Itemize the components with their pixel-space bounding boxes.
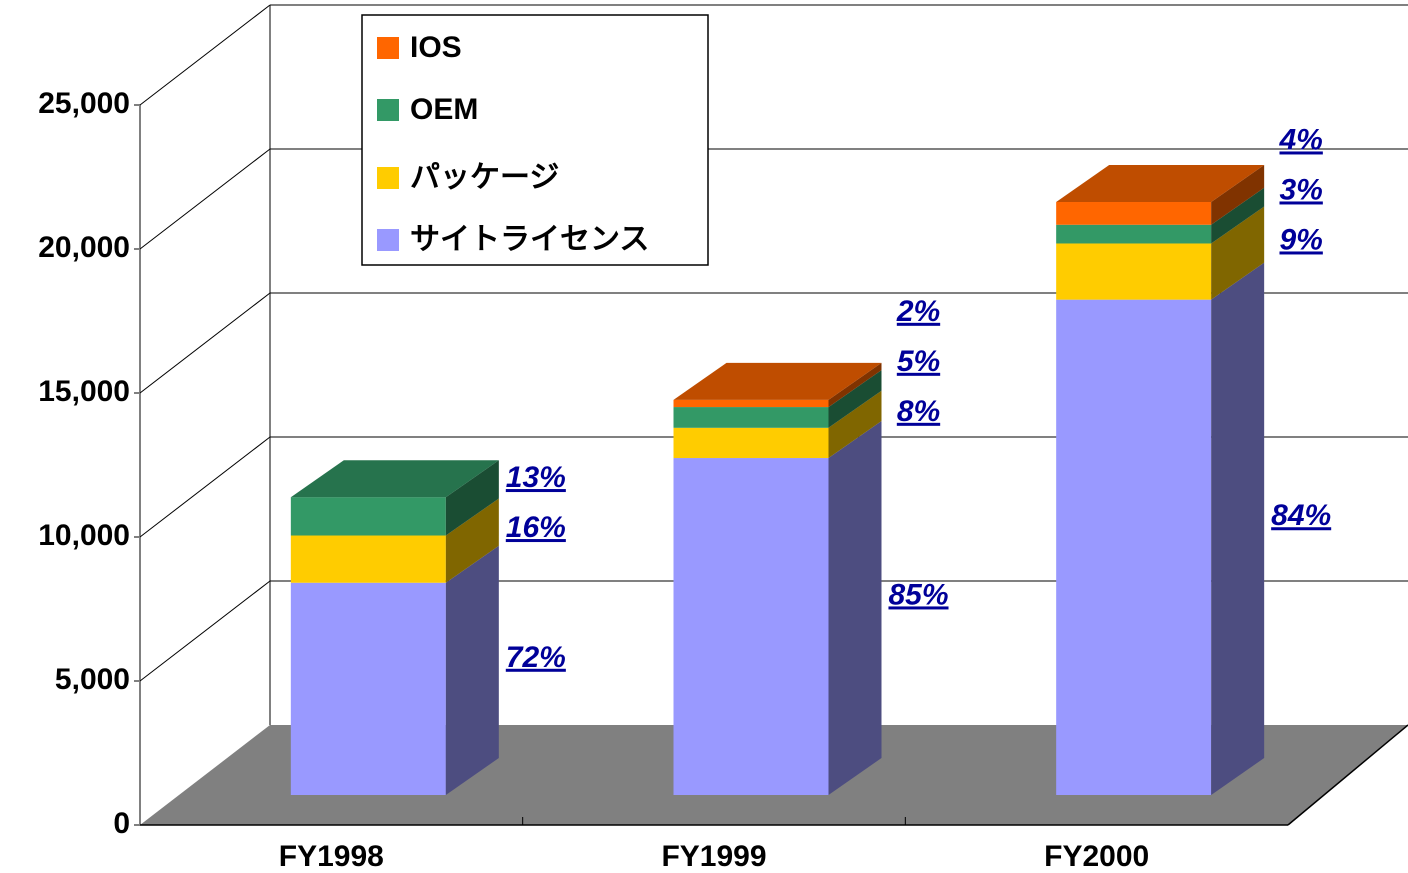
bar-side xyxy=(445,460,499,536)
bar-side xyxy=(1211,165,1265,225)
bar-front xyxy=(290,582,446,795)
x-tick-label: FY2000 xyxy=(1044,840,1149,873)
bar-segment xyxy=(290,545,499,795)
bar-side xyxy=(828,362,882,408)
bar-segment xyxy=(673,362,882,408)
x-tick-label: FY1999 xyxy=(661,840,766,873)
bar-side xyxy=(828,390,882,459)
bar-side xyxy=(1211,187,1265,244)
share-label: 2% xyxy=(896,295,940,328)
bar-front xyxy=(290,497,446,536)
bar-front xyxy=(290,535,446,583)
bar-front xyxy=(1056,202,1212,225)
legend-swatch xyxy=(377,167,399,189)
y-tick-label: 10,000 xyxy=(38,519,130,552)
share-label: 4% xyxy=(1278,123,1322,156)
y-tick-label: 5,000 xyxy=(55,663,130,696)
bar-segment xyxy=(673,421,882,795)
legend-box xyxy=(361,14,709,266)
y-tick-label: 0 xyxy=(113,807,130,840)
bar-side xyxy=(1211,262,1265,795)
grid-line xyxy=(139,580,271,682)
bar-segment xyxy=(290,498,499,583)
share-label: 5% xyxy=(897,345,940,378)
bar-side xyxy=(828,421,882,795)
bar-segment xyxy=(1056,206,1265,300)
bar-segment xyxy=(1056,165,1265,225)
share-label: 84% xyxy=(1271,499,1331,532)
share-label: 3% xyxy=(1279,173,1322,206)
y-tick-label: 25,000 xyxy=(38,87,130,120)
legend-label: サイトライセンス xyxy=(410,223,649,256)
bar-side xyxy=(445,545,499,795)
bar-front xyxy=(1056,299,1212,795)
bar-segment xyxy=(1056,262,1265,795)
bar-front xyxy=(1056,224,1212,244)
bar-top xyxy=(673,362,882,400)
grid-line xyxy=(139,148,271,250)
grid-line xyxy=(139,292,271,394)
bar-front xyxy=(673,399,829,408)
share-label: 9% xyxy=(1279,223,1322,256)
bar-top xyxy=(290,460,499,498)
legend-label: IOS xyxy=(410,31,462,64)
share-label: 13% xyxy=(506,461,566,494)
legend-label: OEM xyxy=(410,93,478,126)
grid-line xyxy=(139,4,271,106)
legend-swatch xyxy=(377,37,399,59)
bar-top xyxy=(1056,165,1265,203)
share-label: 8% xyxy=(897,395,940,428)
share-label: 72% xyxy=(506,641,566,674)
y-tick-label: 20,000 xyxy=(38,231,130,264)
bar-segment xyxy=(673,370,882,428)
bar-side xyxy=(445,498,499,583)
bar-side xyxy=(828,370,882,428)
bar-side xyxy=(1211,206,1265,300)
bar-segment xyxy=(1056,187,1265,244)
bar-segment xyxy=(673,390,882,459)
y-tick-label: 15,000 xyxy=(38,375,130,408)
legend-label: パッケージ xyxy=(410,161,559,194)
grid-line xyxy=(139,436,271,538)
share-label: 16% xyxy=(506,511,566,544)
bar-front xyxy=(1056,243,1212,300)
bar-front xyxy=(673,458,829,795)
bar-front xyxy=(673,427,829,459)
legend-swatch xyxy=(377,229,399,251)
bar-segment xyxy=(290,460,499,536)
share-label: 85% xyxy=(888,578,948,611)
x-tick-label: FY1998 xyxy=(279,840,384,873)
bar-front xyxy=(673,407,829,428)
floor-edge xyxy=(1287,724,1408,826)
legend-swatch xyxy=(377,99,399,121)
